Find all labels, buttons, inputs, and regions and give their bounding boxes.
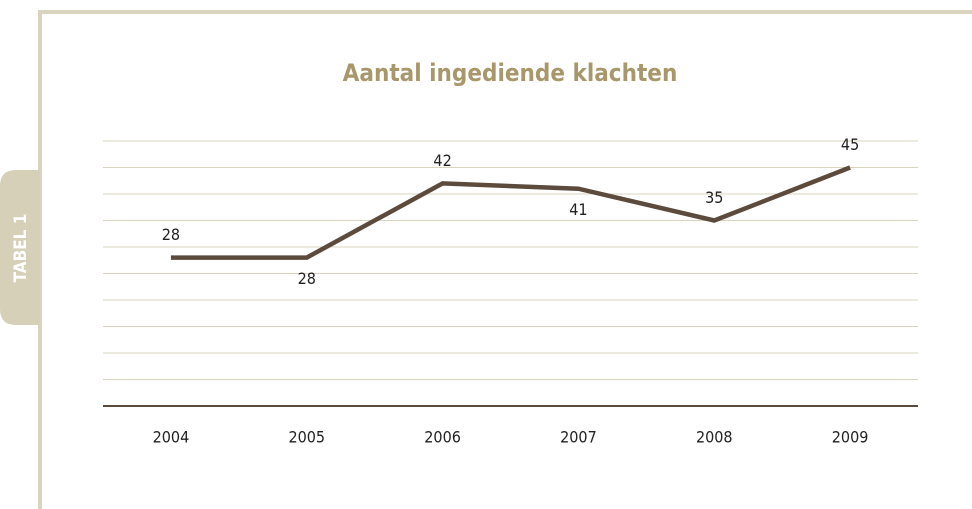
x-tick-label: 2004 — [153, 428, 190, 447]
data-label: 41 — [569, 200, 587, 219]
data-label: 35 — [705, 188, 723, 207]
data-label: 45 — [841, 135, 859, 154]
side-tab — [0, 170, 40, 325]
x-tick-label: 2009 — [832, 428, 869, 447]
data-label: 42 — [433, 151, 451, 170]
data-label: 28 — [162, 225, 180, 244]
tab-label: TABEL 1 — [11, 214, 31, 283]
x-tick-label: 2007 — [560, 428, 597, 447]
x-tick-label: 2005 — [288, 428, 325, 447]
line-series — [170, 165, 851, 260]
x-tick-label: 2006 — [424, 428, 461, 447]
chart-title: Aantal ingediende klachten — [343, 59, 678, 87]
data-label: 28 — [298, 269, 316, 288]
x-tick-label: 2008 — [696, 428, 733, 447]
